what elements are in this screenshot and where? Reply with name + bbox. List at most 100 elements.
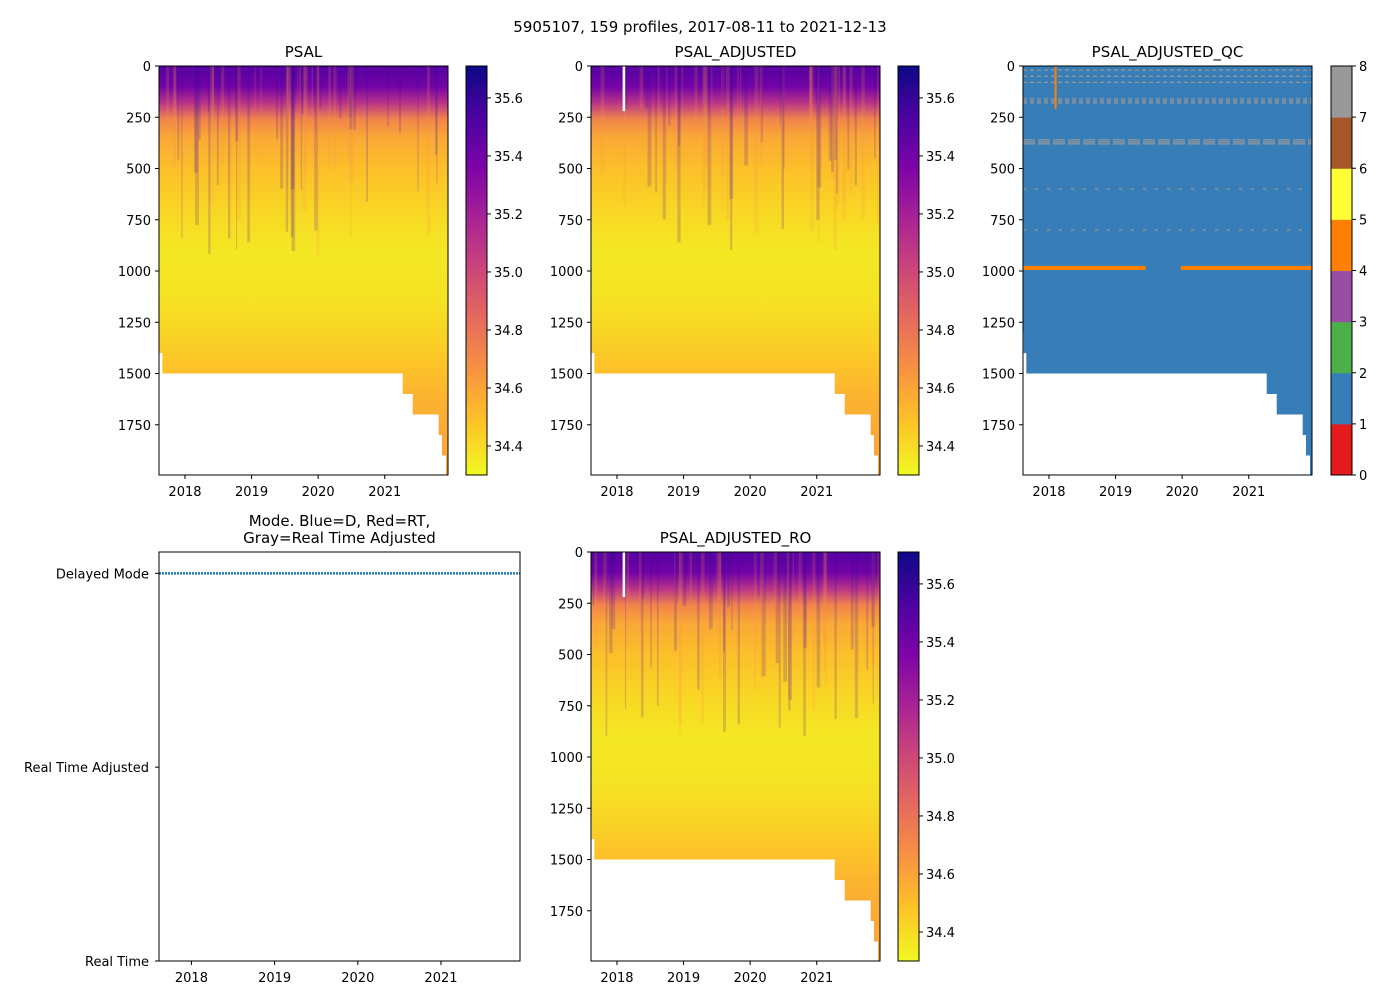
profile-stripe — [877, 552, 882, 607]
x-tick-label: 2018 — [600, 485, 633, 500]
profile-stripe — [195, 66, 199, 225]
profile-stripe — [645, 66, 648, 109]
profile-stripe — [682, 552, 687, 606]
y-tick-label: 1750 — [550, 905, 583, 920]
y-tick-label: Real Time — [85, 955, 149, 970]
profile-stripe — [782, 66, 785, 141]
profile-stripe — [592, 552, 595, 606]
y-tick-label: 1750 — [118, 419, 151, 434]
profile-stripe — [854, 66, 857, 186]
no-data-mask — [591, 818, 880, 962]
colorbar-tick-label: 34.8 — [926, 810, 955, 825]
profile-stripe — [730, 66, 733, 250]
profile-stripe — [642, 552, 645, 599]
colorbar-tick-label: 3 — [1359, 316, 1367, 331]
profile-stripe — [722, 66, 725, 175]
profile-stripe — [181, 66, 183, 239]
profile-stripe — [624, 66, 628, 109]
axes-frame — [158, 551, 521, 962]
profile-stripe — [285, 66, 289, 232]
profile-stripe — [817, 66, 820, 243]
profile-stripe — [681, 66, 684, 129]
y-tick-label: 500 — [126, 163, 151, 178]
profile-stripe — [786, 552, 790, 621]
y-tick-label: 0 — [1007, 60, 1015, 75]
colorbar-tick-label: 35.0 — [494, 266, 523, 281]
colorbar-tick-label: 35.4 — [926, 150, 955, 165]
axes-frame — [1022, 65, 1313, 476]
profile-stripe — [835, 66, 839, 194]
psal-adjusted-qc-panel: 0 250 500 750 1000 1250 1500 1750 0 1 2 3 4 5 6 7 8 PSAL_… — [982, 43, 1367, 500]
profile-stripe — [674, 552, 676, 606]
profile-stripe — [854, 552, 859, 718]
profile-stripe — [639, 552, 642, 603]
y-tick-label: 1000 — [550, 751, 583, 766]
colorbar-segment — [1331, 66, 1352, 118]
profile-stripe — [847, 66, 850, 170]
profile-stripe — [299, 66, 302, 144]
profile-stripe — [834, 66, 838, 210]
profile-stripe — [694, 66, 698, 142]
profile-stripe — [744, 66, 748, 166]
profile-stripe — [650, 552, 652, 668]
profile-stripe — [208, 66, 211, 254]
psal-adjusted-panel: 0 250 500 750 1000 1250 1500 1750 34.4 34.6 34.8 35… — [550, 43, 955, 500]
profile-stripe — [816, 552, 821, 688]
x-tick-label: 2019 — [667, 485, 700, 500]
profile-stripe — [877, 66, 879, 226]
colorbar-tick-label: 5 — [1359, 213, 1367, 228]
profile-stripe — [177, 66, 180, 160]
profile-stripe — [198, 66, 201, 140]
colorbar-tick-label: 8 — [1359, 60, 1367, 75]
profile-stripe — [349, 66, 352, 118]
profile-stripe — [824, 552, 826, 672]
profile-stripe — [754, 66, 759, 233]
profile-stripe — [708, 552, 713, 630]
profile-stripe — [328, 66, 330, 173]
y-tick-label: Delayed Mode — [56, 567, 149, 582]
qc-flag4-band — [1180, 265, 1312, 270]
qc-flag4-column — [1054, 66, 1057, 110]
profile-stripe — [209, 66, 214, 114]
profile-stripe — [817, 66, 822, 188]
profile-stripe — [227, 66, 231, 239]
colorbar-tick-label: 35.4 — [494, 150, 523, 165]
profile-stripe — [436, 66, 438, 184]
y-tick-label: 250 — [126, 111, 151, 126]
profile-stripe — [291, 66, 296, 252]
profile-stripe — [193, 66, 198, 173]
profile-stripe — [834, 552, 837, 719]
profile-stripe — [723, 552, 726, 732]
profile-stripe — [286, 66, 291, 118]
y-tick-label: 250 — [990, 111, 1015, 126]
profile-stripe — [761, 552, 766, 677]
profile-stripe — [704, 66, 709, 165]
x-tick-label: 2020 — [734, 485, 767, 500]
profile-stripe — [759, 66, 763, 164]
colorbar-fill — [466, 66, 487, 475]
colorbar-tick-label: 6 — [1359, 162, 1367, 177]
profile-stripe — [666, 66, 668, 185]
colorbar-tick-label: 35.2 — [494, 208, 523, 223]
colorbar-tick-label: 34.6 — [926, 382, 955, 397]
y-tick-label: 1250 — [982, 316, 1015, 331]
x-tick-label: 2020 — [341, 971, 374, 986]
profile-stripe — [656, 552, 659, 706]
profile-stripe — [254, 66, 256, 111]
profile-stripe — [304, 66, 308, 173]
profile-stripe — [435, 66, 438, 155]
profile-stripe — [718, 552, 722, 674]
colorbar-fill — [898, 552, 919, 961]
colorbar-segment — [1331, 168, 1352, 220]
x-tick-label: 2021 — [800, 485, 833, 500]
profile-stripe — [624, 552, 627, 710]
axes-frame — [158, 65, 449, 476]
profile-stripe — [781, 66, 784, 229]
profile-stripe — [347, 66, 351, 165]
y-tick-label: 1250 — [118, 316, 151, 331]
profile-stripe — [812, 552, 816, 711]
colorbar-tick-label: 34.8 — [926, 324, 955, 339]
psal-adjusted-ro-panel: 0 250 500 750 1000 1250 1500 1750 34.4 34.6 34.8 35… — [550, 529, 955, 986]
x-tick-label: 2021 — [368, 485, 401, 500]
